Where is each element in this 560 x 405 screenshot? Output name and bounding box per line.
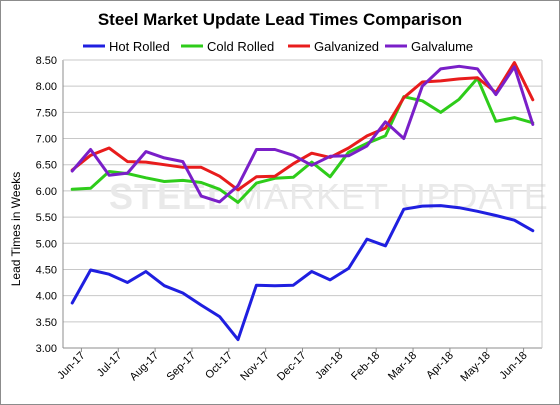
- axes: [62, 59, 543, 352]
- plot-area: STEEL MARKET UPDATE 3.00 3.50 4.00 4.50 5.00…: [36, 55, 549, 384]
- y-tick-label: 8.00: [36, 81, 57, 93]
- x-tick-labels: Jun-17 Jul-17 Aug-17 Sep-17 Oct-17 Nov-17 Dec-…: [55, 350, 529, 384]
- x-tick-label: Jun-18: [497, 350, 529, 382]
- legend: Hot Rolled Cold Rolled Galvanized Galvalume: [83, 39, 473, 54]
- legend-label: Hot Rolled: [109, 39, 170, 54]
- legend-label: Galvanized: [314, 39, 379, 54]
- series-line-hot-rolled: [70, 204, 535, 342]
- y-tick-label: 3.50: [36, 317, 57, 329]
- x-tick-label: Dec-17: [275, 350, 309, 384]
- watermark-brand-bold: STEEL: [109, 176, 230, 217]
- watermark-logo: STEEL MARKET UPDATE: [109, 176, 549, 217]
- x-tick-label: Mar-18: [386, 350, 419, 383]
- y-tick-label: 6.00: [36, 186, 57, 198]
- x-tick-label: Aug-17: [128, 350, 162, 384]
- y-tick-label: 5.00: [36, 238, 57, 250]
- chart-title: Steel Market Update Lead Times Compariso…: [98, 10, 462, 29]
- watermark-brand-light: MARKET UPDATE: [233, 176, 549, 217]
- y-tick-label: 7.50: [36, 107, 57, 119]
- series-line-cold-rolled: [70, 76, 535, 204]
- y-tick-label: 4.50: [36, 264, 57, 276]
- x-tick-label: Jul-17: [95, 350, 125, 380]
- x-tick-label: Feb-18: [349, 350, 382, 383]
- y-tick-label: 3.00: [36, 343, 57, 355]
- series-line-galvanized: [70, 61, 535, 192]
- x-tick-label: Apr-18: [424, 350, 456, 382]
- plot-background: [63, 60, 542, 348]
- x-tick-label: Jan-18: [313, 350, 345, 382]
- x-tick-label: Sep-17: [165, 350, 199, 384]
- y-tick-label: 4.00: [36, 291, 57, 303]
- series-line-galvalume: [70, 64, 535, 204]
- x-tick-label: May-18: [458, 350, 492, 384]
- y-tick-labels: 3.00 3.50 4.00 4.50 5.00 5.50 6.00 6.50 7.00 7.50…: [36, 55, 57, 355]
- legend-label: Galvalume: [411, 39, 473, 54]
- y-tick-label: 7.00: [36, 134, 57, 146]
- y-tick-label: 5.50: [36, 212, 57, 224]
- legend-label: Cold Rolled: [207, 39, 274, 54]
- y-tick-label: 6.50: [36, 160, 57, 172]
- x-tick-label: Oct-17: [203, 350, 235, 382]
- series-lines: [70, 61, 535, 342]
- y-axis-title: Lead Times in Weeks: [9, 172, 23, 287]
- y-tick-label: 8.50: [36, 55, 57, 67]
- x-tick-label: Nov-17: [238, 350, 272, 384]
- x-tick-label: Jun-17: [55, 350, 87, 382]
